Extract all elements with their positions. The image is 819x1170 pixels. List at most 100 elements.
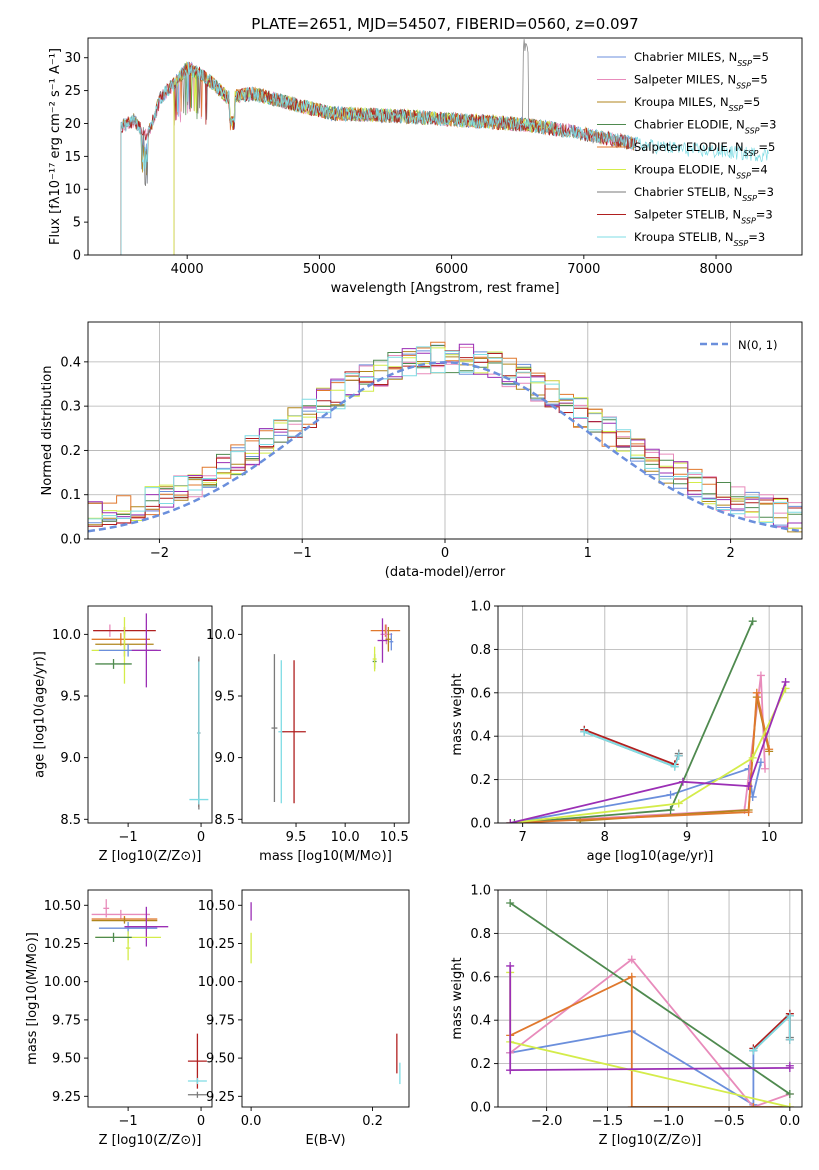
x-tick-label: −2 <box>150 546 169 561</box>
weight-point-marker <box>785 1061 794 1070</box>
legend-value: =5 <box>751 73 768 87</box>
legend-label: Chabrier STELIB, NSSP=3 <box>634 185 774 203</box>
plot-area <box>88 341 802 533</box>
x-axis-label: E(B-V) <box>305 1133 345 1148</box>
y-tick-label: 0.2 <box>60 444 81 459</box>
x-axis-label: Z [log10(Z/Z⊙)] <box>599 1133 702 1148</box>
x-tick-label: 7000 <box>567 262 600 277</box>
plot-area <box>120 39 769 255</box>
weight-point-marker <box>744 808 753 817</box>
weight-point-marker <box>749 1103 758 1107</box>
weight-vs-age-panel: 7 8 9 10 0.0 0.2 0.4 0.6 0.8 1.0 age [log10(age/yr… <box>450 600 803 864</box>
x-tick-label: 10.5 <box>380 830 409 845</box>
weight-point-marker <box>744 782 753 791</box>
legend-subscript: SSP <box>734 239 749 248</box>
legend-value: =5 <box>743 95 760 109</box>
x-tick-label: 0 <box>197 830 205 845</box>
weight-point-marker <box>785 1011 794 1020</box>
y-axis-label: age [log10(age/yr)] <box>33 651 48 778</box>
x-tick-label: −2.0 <box>531 1114 563 1129</box>
x-axis-label: age [log10(age/yr)] <box>587 849 714 864</box>
weight-point-marker <box>666 790 675 799</box>
x-tick-label: −1 <box>119 1114 138 1129</box>
y-tick-label: 10.00 <box>44 975 81 990</box>
plot-area <box>250 902 401 1085</box>
y-tick-label: 9.25 <box>52 1090 81 1105</box>
y-tick-label: 0.1 <box>60 488 81 503</box>
weight-point-marker <box>749 1046 758 1055</box>
y-tick-label: 0.0 <box>470 1101 491 1116</box>
weight-point-marker <box>748 753 757 762</box>
x-tick-label: 8000 <box>700 262 733 277</box>
weight-series-line <box>510 692 770 823</box>
y-tick-label: 8.5 <box>214 813 235 828</box>
y-tick-label: 0 <box>73 249 81 264</box>
weight-point-marker <box>785 1035 794 1044</box>
legend-label: Salpeter STELIB, NSSP=3 <box>634 208 773 226</box>
x-tick-label: −0.5 <box>713 1114 745 1129</box>
weight-point-marker <box>627 1103 636 1107</box>
x-tick-label: 5000 <box>303 262 336 277</box>
weight-point-marker <box>506 1066 515 1075</box>
legend: N(0, 1) <box>700 338 778 352</box>
weight-point-marker <box>765 745 774 754</box>
mass-vs-extinction-panel: 0.0 0.2 9.25 9.50 9.75 10.00 10.25 10.50 E(B-V) <box>198 889 410 1148</box>
x-tick-label: 4000 <box>171 262 204 277</box>
weight-series-line <box>509 902 791 1095</box>
weight-point-marker <box>748 617 757 626</box>
y-tick-label: 9.50 <box>52 1052 81 1067</box>
legend-subscript: SSP <box>736 171 751 180</box>
weight-point-marker <box>781 677 790 686</box>
spectrum-series-line <box>120 61 769 255</box>
y-tick-label: 0.4 <box>470 730 491 745</box>
x-tick-label: 0.0 <box>241 1114 262 1129</box>
weight-series-line <box>509 975 790 1107</box>
legend-subscript: SSP <box>742 194 757 203</box>
x-tick-label: 2 <box>726 546 734 561</box>
y-tick-label: 0.4 <box>60 355 81 370</box>
weight-point-marker <box>506 899 515 908</box>
legend: Chabrier MILES, NSSP=5 Salpeter MILES, NS… <box>597 50 776 248</box>
y-tick-label: 9.25 <box>206 1090 235 1105</box>
x-tick-label: 0 <box>197 1114 205 1129</box>
plot-area <box>271 618 401 804</box>
y-axis-label: mass weight <box>450 673 465 755</box>
weight-point-marker <box>761 764 770 773</box>
axes-frame <box>241 605 410 824</box>
legend-subscript: SSP <box>745 126 760 135</box>
x-axis-label: wavelength [Angstrom, rest frame] <box>331 281 560 296</box>
x-tick-label: 10.0 <box>331 830 360 845</box>
weight-series-line <box>510 688 787 823</box>
x-tick-label: 9 <box>683 830 691 845</box>
legend-label: Chabrier ELODIE, NSSP=3 <box>634 118 776 136</box>
mass-vs-metallicity-panel: −1 0 9.25 9.50 9.75 10.00 10.25 10.50 Z [log10(Z… <box>25 889 213 1148</box>
chart-title: PLATE=2651, MJD=54507, FIBERID=0560, z=0… <box>251 15 638 33</box>
legend-value: =5 <box>752 50 769 64</box>
y-axis-label: Normed distribution <box>40 366 55 496</box>
age-vs-mass-panel: 9.5 10.0 10.5 8.5 9.0 9.5 10.0 mass [log10(M/M⊙… <box>206 605 410 864</box>
y-tick-label: 10 <box>64 183 81 198</box>
plot-area <box>506 899 794 1107</box>
weight-point-marker <box>752 688 761 697</box>
x-tick-label: −1.5 <box>592 1114 624 1129</box>
y-tick-label: 0.2 <box>470 773 491 788</box>
weight-point-marker <box>627 955 636 964</box>
y-tick-label: 30 <box>64 51 81 66</box>
weight-point-marker <box>580 727 589 736</box>
y-tick-label: 1.0 <box>470 600 491 615</box>
plot-area <box>91 899 207 1098</box>
weight-point-marker <box>785 1103 794 1107</box>
weight-series-line <box>510 681 787 823</box>
legend-value: =3 <box>748 230 765 244</box>
weight-point-marker <box>674 751 683 760</box>
y-tick-label: 0.3 <box>60 400 81 415</box>
x-tick-label: 9.5 <box>286 830 307 845</box>
y-tick-label: 9.75 <box>52 1013 81 1028</box>
weight-point-marker <box>506 819 515 823</box>
y-tick-label: 0.8 <box>470 927 491 942</box>
y-tick-label: 20 <box>64 117 81 132</box>
axes-frame <box>497 889 803 1108</box>
x-axis-label: (data-model)/error <box>385 565 506 580</box>
y-tick-label: 10.0 <box>52 628 81 643</box>
